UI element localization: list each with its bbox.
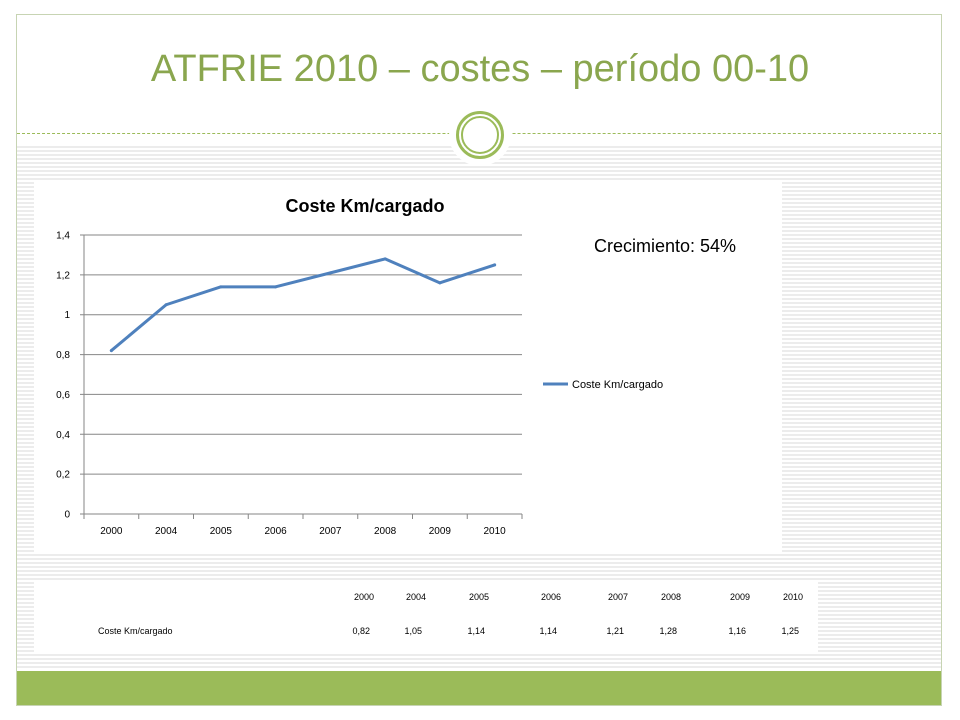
- table-header-cell: 2008: [660, 592, 681, 602]
- data-point: [383, 257, 387, 261]
- x-tick-label: 2008: [374, 526, 397, 537]
- table-value-cell: 0,82: [352, 626, 370, 636]
- y-tick-label: 0,4: [56, 430, 70, 441]
- data-point: [274, 285, 278, 289]
- data-point: [328, 271, 332, 275]
- table-header-cell: 2010: [782, 592, 803, 602]
- table-value-cell: 1,14: [539, 626, 557, 636]
- x-tick-label: 2010: [484, 526, 507, 537]
- footer-bar: [17, 671, 941, 705]
- y-tick-label: 0,2: [56, 470, 70, 481]
- slide-title: ATFRIE 2010 – costes – período 00-10: [150, 48, 810, 90]
- data-point: [164, 303, 168, 307]
- y-tick-label: 0,8: [56, 350, 70, 361]
- chart-panel: [34, 180, 782, 552]
- y-tick-label: 1,2: [56, 270, 70, 281]
- data-point: [109, 349, 113, 353]
- growth-label: Crecimiento: 54%: [594, 236, 737, 256]
- table-value-cell: 1,05: [404, 626, 422, 636]
- table-value-cell: 1,25: [781, 626, 799, 636]
- y-tick-label: 1: [64, 310, 70, 321]
- y-tick-label: 0,6: [56, 390, 70, 401]
- table-header-cell: 2006: [540, 592, 561, 602]
- chart-title: Coste Km/cargado: [285, 196, 444, 216]
- series-group: [109, 257, 497, 353]
- table-header-cell: 2007: [607, 592, 628, 602]
- x-tick-label: 2000: [100, 526, 123, 537]
- slide-frame: [16, 14, 942, 706]
- data-point: [493, 263, 497, 267]
- x-tick-label: 2004: [155, 526, 178, 537]
- table-value-cell: 1,16: [728, 626, 746, 636]
- gridlines: [80, 234, 522, 515]
- data-point: [219, 285, 223, 289]
- y-tick-label: 0: [64, 510, 70, 521]
- series-line: [109, 257, 497, 353]
- y-tick-label: 1,4: [56, 231, 70, 242]
- table-value-cell: 1,21: [606, 626, 624, 636]
- table-row-label: Coste Km/cargado: [98, 626, 173, 636]
- data-table-panel: [34, 582, 818, 652]
- x-tick-label: 2007: [319, 526, 342, 537]
- table-header-cell: 2005: [468, 592, 489, 602]
- x-axis-ticks: 2000 2004 2005 2006 2007 2008 2009 2010: [83, 514, 523, 537]
- table-header-cell: 2000: [353, 592, 374, 602]
- table-header-cell: 2009: [729, 592, 750, 602]
- x-tick-label: 2005: [210, 526, 233, 537]
- y-axis-ticks: 0 0,2 0,4 0,6 0,8 1 1,2 1,4: [56, 231, 70, 521]
- data-point: [438, 281, 442, 285]
- legend-label: Coste Km/cargado: [572, 379, 663, 391]
- table-value-cell: 1,14: [467, 626, 485, 636]
- x-tick-label: 2006: [265, 526, 288, 537]
- legend: Coste Km/cargado: [543, 379, 663, 391]
- circle-ornament-icon: [449, 104, 511, 166]
- table-header-cell: 2004: [405, 592, 426, 602]
- table-value-cell: 1,28: [659, 626, 677, 636]
- x-tick-label: 2009: [429, 526, 452, 537]
